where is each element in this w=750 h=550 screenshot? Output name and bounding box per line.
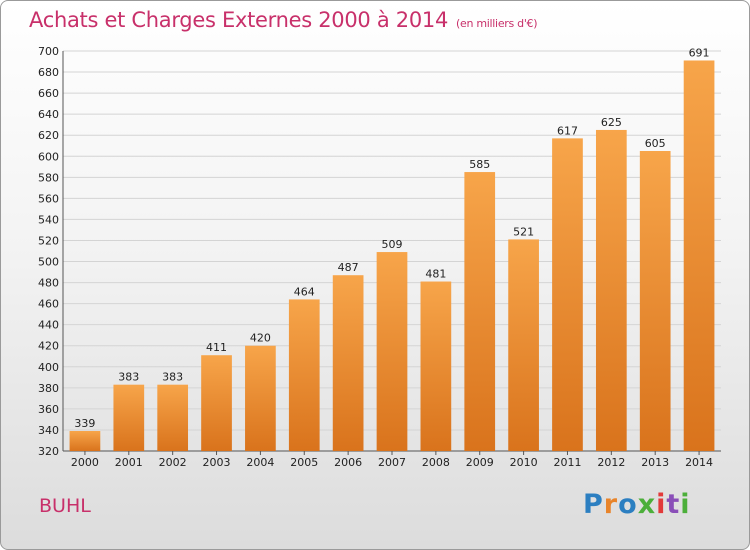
y-tick-label: 580 (38, 171, 59, 184)
bar-value-label: 487 (338, 261, 359, 274)
chart-title: Achats et Charges Externes 2000 à 2014 (e… (29, 8, 538, 32)
x-tick-label: 2003 (203, 456, 231, 469)
bar (376, 252, 408, 451)
bar-value-label: 420 (250, 332, 271, 345)
bar (332, 275, 364, 451)
chart-title-text: Achats et Charges Externes 2000 à 2014 (29, 8, 449, 32)
x-tick-label: 2010 (510, 456, 538, 469)
bar (552, 138, 583, 452)
y-tick-label: 480 (38, 277, 59, 290)
bar (157, 384, 189, 451)
x-tick-label: 2006 (334, 456, 362, 469)
chart-subtitle: (en milliers d'€) (456, 17, 538, 30)
x-tick-label: 2000 (71, 456, 99, 469)
bar (420, 281, 452, 451)
commune-name: BUHL (39, 495, 91, 517)
bar (288, 299, 320, 451)
x-tick-label: 2005 (290, 456, 318, 469)
y-tick-label: 380 (38, 382, 59, 395)
bar (245, 345, 276, 451)
logo-letter: i (680, 489, 691, 520)
bar (639, 151, 671, 451)
logo-letter: i (656, 489, 667, 520)
bar-value-label: 605 (645, 137, 666, 150)
logo-letter: P (583, 489, 604, 520)
y-tick-label: 340 (38, 424, 59, 437)
x-tick-label: 2011 (553, 456, 581, 469)
logo-letter: r (603, 489, 619, 520)
x-tick-label: 2013 (641, 456, 669, 469)
bar-value-label: 411 (206, 341, 227, 354)
bar-value-label: 625 (601, 116, 622, 129)
y-tick-label: 460 (38, 298, 59, 311)
y-tick-label: 500 (38, 256, 59, 269)
bar (683, 60, 715, 451)
x-tick-label: 2002 (159, 456, 187, 469)
bar-value-label: 481 (425, 268, 446, 281)
x-tick-label: 2001 (115, 456, 143, 469)
bar-value-label: 617 (557, 124, 578, 137)
y-tick-label: 320 (38, 445, 59, 458)
bar-value-label: 585 (469, 158, 490, 171)
y-tick-label: 540 (38, 213, 59, 226)
bar-value-label: 521 (513, 225, 534, 238)
x-tick-label: 2004 (246, 456, 274, 469)
logo-letter: t (666, 489, 681, 520)
bar-value-label: 509 (382, 238, 403, 251)
bar-value-label: 464 (294, 285, 315, 298)
y-tick-label: 560 (38, 192, 59, 205)
logo-letter: o (618, 489, 638, 520)
x-tick-label: 2014 (685, 456, 713, 469)
bar (69, 431, 101, 451)
x-tick-label: 2008 (422, 456, 450, 469)
y-tick-label: 420 (38, 340, 59, 353)
x-tick-label: 2012 (597, 456, 625, 469)
y-tick-label: 620 (38, 129, 59, 142)
bar-value-label: 383 (162, 371, 183, 384)
y-tick-label: 360 (38, 403, 59, 416)
y-tick-label: 440 (38, 319, 59, 332)
y-tick-label: 640 (38, 108, 59, 121)
x-tick-label: 2009 (466, 456, 494, 469)
bar (595, 129, 627, 451)
y-tick-label: 680 (38, 66, 59, 79)
logo-letter: x (637, 489, 657, 520)
bar-value-label: 383 (118, 371, 139, 384)
y-tick-label: 700 (38, 45, 59, 58)
bar (464, 172, 496, 452)
bar (508, 239, 539, 451)
proxiti-logo: Proxiti (583, 489, 691, 520)
y-tick-label: 520 (38, 234, 59, 247)
bar (113, 384, 145, 451)
y-tick-label: 600 (38, 150, 59, 163)
bar-value-label: 691 (689, 46, 710, 59)
y-tick-label: 400 (38, 361, 59, 374)
bar (201, 355, 232, 451)
x-tick-label: 2007 (378, 456, 406, 469)
bar-value-label: 339 (74, 417, 95, 430)
y-tick-label: 660 (38, 87, 59, 100)
